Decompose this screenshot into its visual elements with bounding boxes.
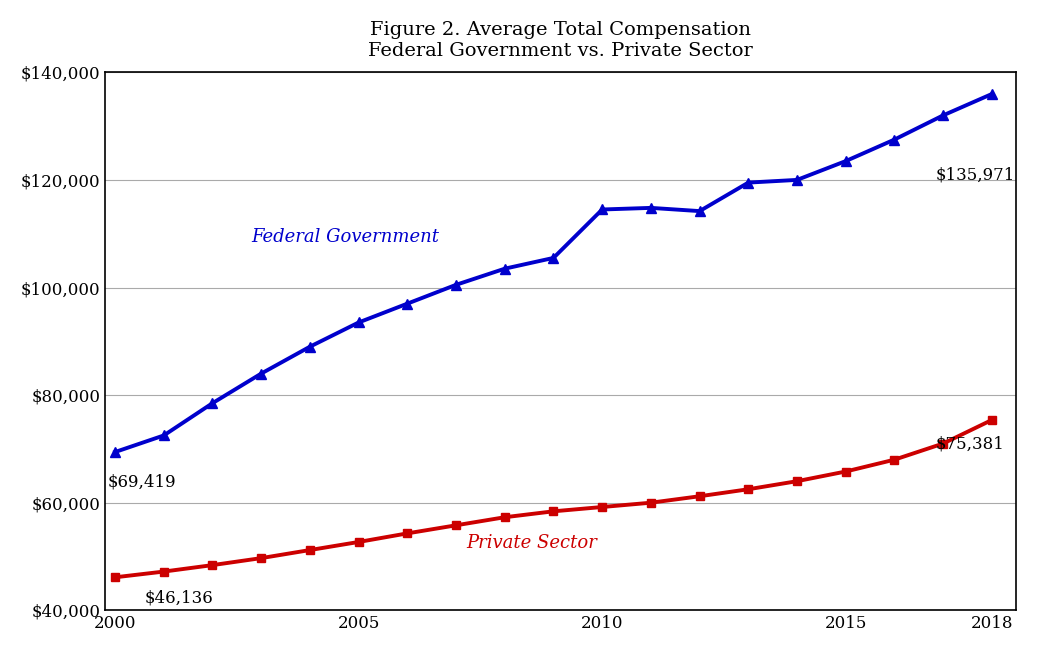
Text: Federal Government: Federal Government	[252, 228, 440, 246]
Text: $135,971: $135,971	[936, 167, 1016, 183]
Text: $75,381: $75,381	[936, 436, 1004, 453]
Title: Figure 2. Average Total Compensation
Federal Government vs. Private Sector: Figure 2. Average Total Compensation Fed…	[369, 21, 753, 59]
Text: $69,419: $69,419	[108, 473, 177, 490]
Text: Private Sector: Private Sector	[466, 534, 597, 552]
Text: $46,136: $46,136	[144, 590, 213, 607]
